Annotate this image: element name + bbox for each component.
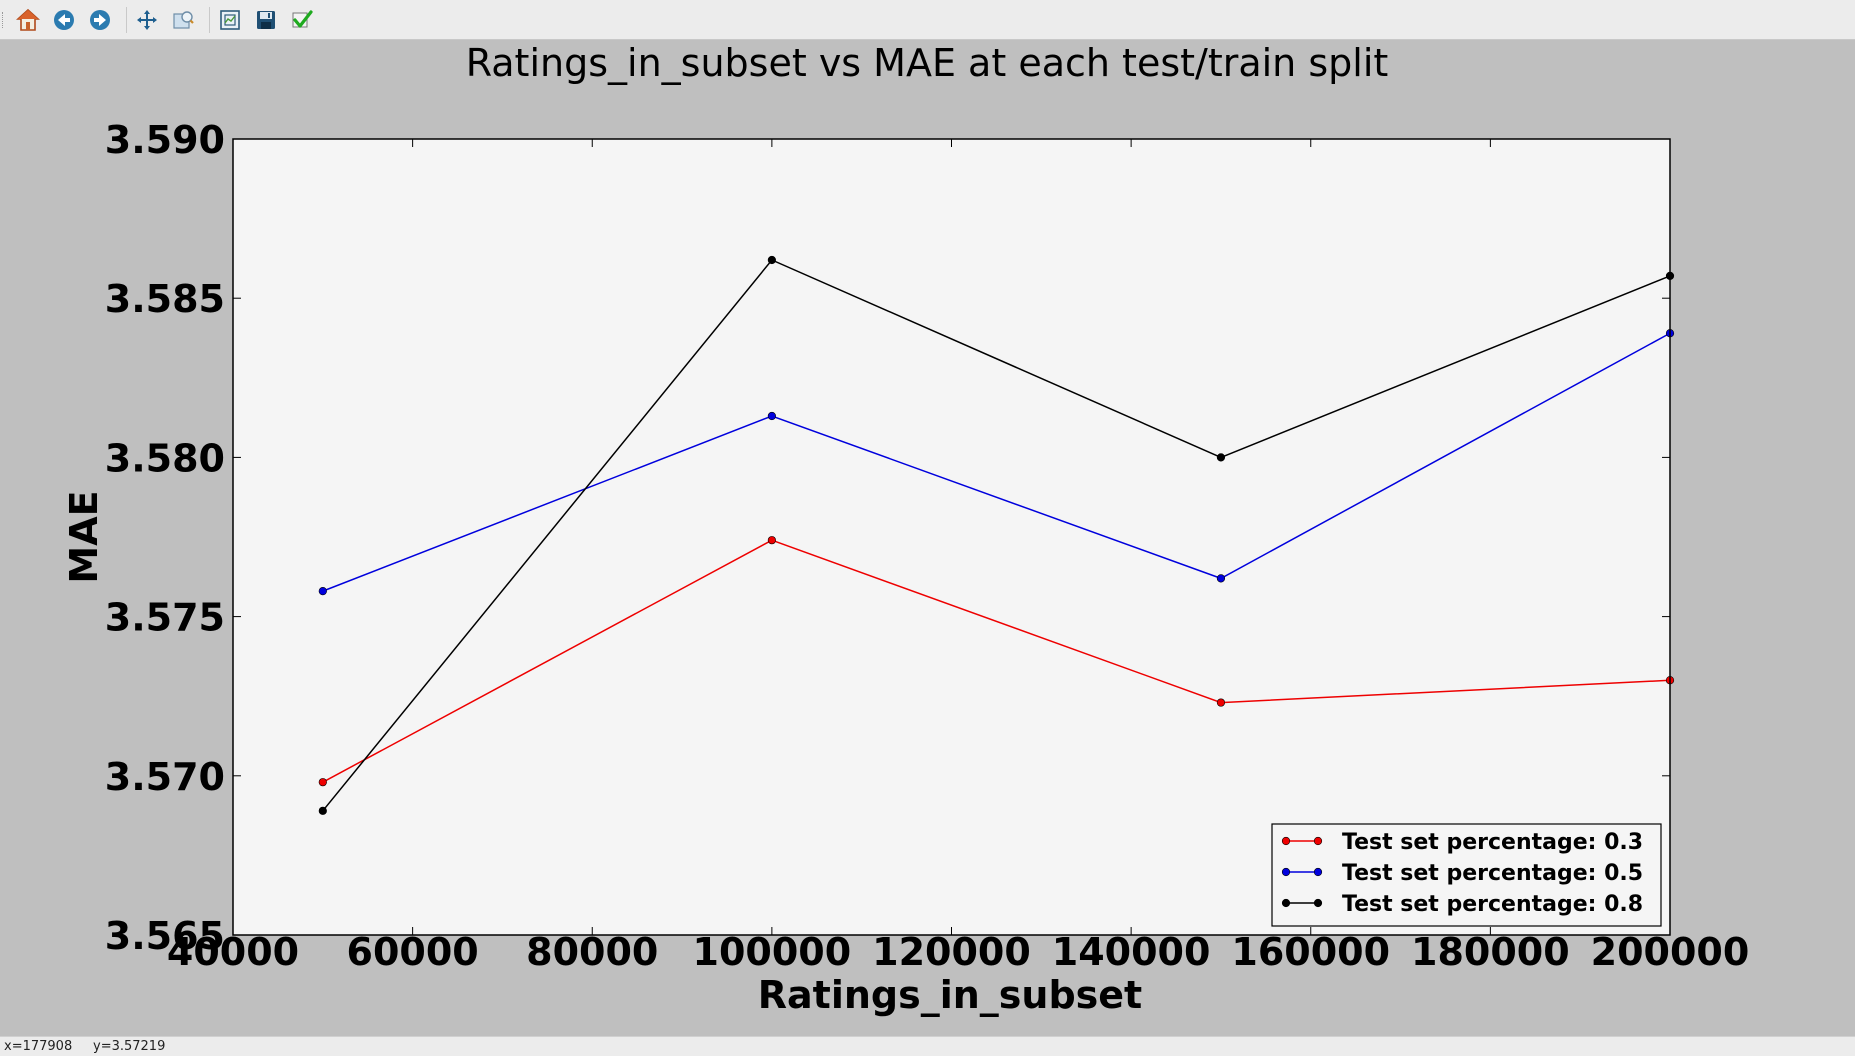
data-point bbox=[767, 536, 776, 545]
toolbar-separator bbox=[126, 7, 127, 33]
data-point bbox=[318, 587, 327, 596]
series-layer bbox=[318, 255, 1675, 815]
legend-marker bbox=[1281, 898, 1291, 908]
plot-frame bbox=[232, 138, 1671, 936]
legend-marker bbox=[1281, 836, 1291, 846]
series-line-1 bbox=[322, 332, 1671, 592]
subplots-icon bbox=[220, 10, 240, 30]
figure-canvas[interactable]: Ratings_in_subset vs MAE at each test/tr… bbox=[0, 40, 1855, 1036]
x-tick-label: 100000 bbox=[693, 930, 852, 974]
legend-label: Test set percentage: 0.3 bbox=[1342, 830, 1643, 855]
y-tick-label: 3.590 bbox=[105, 118, 225, 162]
data-point bbox=[767, 411, 776, 421]
edit-icon bbox=[292, 10, 313, 28]
pan-button[interactable] bbox=[133, 6, 161, 34]
data-point bbox=[1216, 698, 1226, 707]
x-tick-label: 180000 bbox=[1411, 930, 1570, 974]
toolbar-separator bbox=[209, 7, 210, 33]
axis-ticks: 40000 60000 80000 100000 120000 140000 160000 1… bbox=[105, 118, 1750, 974]
edit-button[interactable] bbox=[288, 6, 316, 34]
legend-marker bbox=[1313, 898, 1323, 908]
x-axis-label: Ratings_in_subset bbox=[758, 973, 1142, 1017]
zoom-button[interactable] bbox=[169, 6, 197, 34]
y-axis-label: MAE bbox=[62, 490, 106, 583]
x-tick-label: 140000 bbox=[1052, 930, 1211, 974]
forward-button[interactable] bbox=[86, 6, 114, 34]
toolbar bbox=[0, 0, 1855, 40]
back-icon bbox=[54, 10, 74, 30]
y-tick-label: 3.570 bbox=[105, 755, 225, 799]
x-tick-label: 60000 bbox=[347, 930, 479, 974]
series-line-0 bbox=[322, 539, 1671, 783]
series-line-2 bbox=[322, 259, 1671, 812]
status-bar: x=177908 y=3.57219 bbox=[0, 1036, 1855, 1056]
data-point bbox=[767, 255, 776, 265]
y-tick-label: 3.565 bbox=[105, 914, 225, 958]
home-icon bbox=[16, 8, 40, 31]
x-tick-label: 80000 bbox=[526, 930, 658, 974]
x-tick-label: 40000 bbox=[167, 930, 299, 974]
x-coordinate-readout: x=177908 bbox=[4, 1039, 73, 1054]
y-tick-label: 3.585 bbox=[105, 277, 225, 321]
legend-marker bbox=[1313, 867, 1323, 877]
zoom-icon bbox=[173, 11, 194, 29]
chart: Ratings_in_subset vs MAE at each test/tr… bbox=[62, 41, 1750, 1017]
x-tick-label: 120000 bbox=[872, 930, 1031, 974]
toolbar-grip[interactable] bbox=[2, 12, 6, 28]
data-point bbox=[1216, 453, 1226, 462]
forward-icon bbox=[90, 10, 110, 30]
x-tick-label: 200000 bbox=[1591, 930, 1750, 974]
subplots-button[interactable] bbox=[216, 6, 244, 34]
pan-icon bbox=[137, 10, 157, 30]
data-point bbox=[318, 778, 327, 787]
legend-label: Test set percentage: 0.5 bbox=[1342, 861, 1643, 886]
save-icon bbox=[257, 11, 275, 29]
chart-title: Ratings_in_subset vs MAE at each test/tr… bbox=[466, 41, 1389, 85]
legend-box bbox=[1271, 823, 1662, 927]
data-point bbox=[318, 806, 327, 815]
legend-marker bbox=[1281, 867, 1291, 877]
plot-area bbox=[233, 139, 1670, 935]
y-tick-label: 3.580 bbox=[105, 436, 225, 480]
x-tick-label: 160000 bbox=[1231, 930, 1390, 974]
y-tick-label: 3.575 bbox=[105, 596, 225, 640]
back-button[interactable] bbox=[50, 6, 78, 34]
legend-label: Test set percentage: 0.8 bbox=[1342, 892, 1643, 917]
y-coordinate-readout: y=3.57219 bbox=[93, 1039, 166, 1054]
legend: Test set percentage: 0.3 Test set percent… bbox=[1271, 823, 1662, 927]
data-point bbox=[1216, 574, 1226, 583]
home-button[interactable] bbox=[14, 6, 42, 34]
legend-marker bbox=[1313, 836, 1323, 846]
save-button[interactable] bbox=[252, 6, 280, 34]
